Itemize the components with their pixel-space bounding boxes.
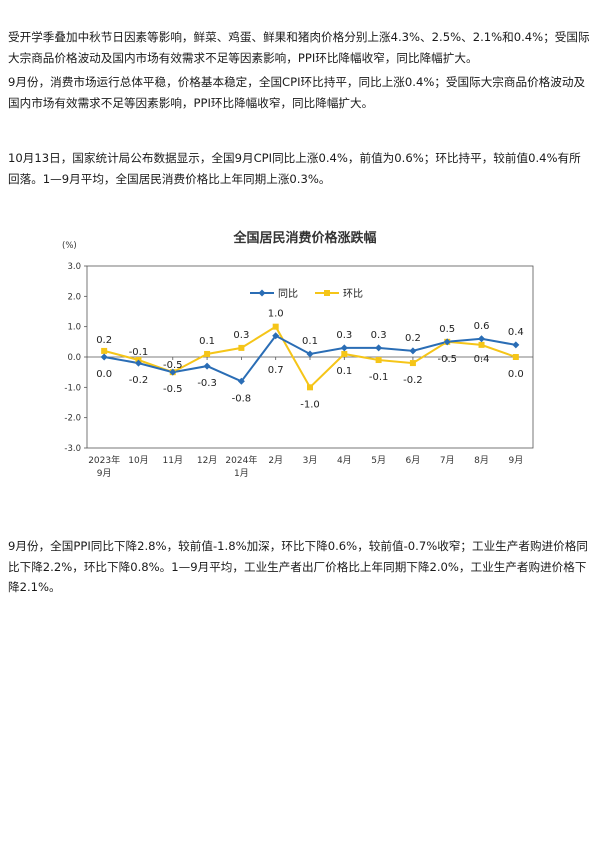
data-point-yoy [512, 341, 520, 349]
data-label-mom: 0.1 [336, 366, 352, 377]
cpi-line-chart: 全国居民消费价格涨跌幅 (%) 3.0 2.0 1.0 0.0 -1.0 -2.0 -3.0… [62, 230, 534, 479]
x-tick-label: 5月 [371, 455, 386, 466]
data-label-mom: 0.3 [233, 330, 249, 341]
chart-title: 全国居民消费价格涨跌幅 [232, 230, 376, 246]
y-axis-unit-label: (%) [62, 241, 77, 251]
data-label-mom: -1.0 [300, 399, 320, 410]
x-tick-label: 10月 [128, 455, 148, 466]
data-label-yoy: 0.4 [508, 327, 524, 338]
x-tick-label: 8月 [474, 455, 489, 466]
data-label-yoy: -0.5 [163, 384, 183, 395]
data-label-yoy: 0.3 [336, 330, 352, 341]
y-tick-label: -3.0 [64, 444, 81, 454]
data-point-mom [375, 357, 382, 364]
data-point-yoy [306, 350, 314, 358]
x-tick-label: 7月 [440, 455, 455, 466]
data-label-yoy: 0.7 [268, 365, 284, 376]
data-point-mom [341, 350, 348, 357]
y-tick-label: 2.0 [67, 292, 81, 302]
data-label-yoy: -0.3 [197, 378, 217, 389]
x-tick-label: 12月 [197, 455, 217, 466]
y-tick-label: 3.0 [67, 262, 81, 272]
legend-item-mom: 环比 [315, 288, 363, 300]
data-point-mom [512, 354, 519, 360]
y-tick-label: 0.0 [67, 353, 81, 363]
data-point-mom [101, 347, 108, 354]
legend-label: 环比 [343, 288, 363, 300]
paragraph-cpi-summary: 9月份，消费市场运行总体平稳，价格基本稳定，全国CPI环比持平，同比上涨0.4%… [8, 75, 586, 110]
legend-item-yoy: 同比 [250, 288, 298, 300]
data-label-mom: -0.2 [403, 375, 423, 386]
data-point-yoy [272, 332, 280, 340]
x-tick-label: 2月 [268, 455, 283, 466]
data-label-mom: 0.0 [508, 369, 524, 380]
y-tick-label: -2.0 [64, 414, 81, 424]
paragraph-ppi: 9月份，全国PPI同比下降2.8%，较前值-1.8%加深，环比下降0.6%，较前… [8, 539, 588, 594]
data-point-mom [238, 344, 245, 351]
data-label-mom: 0.1 [199, 336, 215, 347]
paragraph-intro: 受开学季叠加中秋节日因素等影响，鲜菜、鸡蛋、鲜果和猪肉价格分别上涨4.3%、2.… [8, 30, 590, 65]
data-label-yoy: -0.2 [129, 375, 149, 386]
data-label-mom: -0.5 [437, 354, 457, 365]
data-label-yoy: -0.8 [232, 393, 252, 404]
data-point-mom [307, 384, 313, 391]
data-label-mom: 0.2 [96, 335, 112, 346]
data-point-yoy [100, 353, 108, 361]
data-label-yoy: 0.1 [302, 336, 318, 347]
data-point-yoy [203, 362, 211, 370]
data-point-yoy [169, 368, 177, 376]
data-point-yoy [375, 344, 383, 352]
x-tick-label: 11月 [163, 455, 183, 466]
data-point-mom [272, 323, 279, 330]
y-tick-label: 1.0 [67, 323, 81, 333]
x-tick-label: 4月 [337, 455, 352, 466]
data-label-yoy: 0.3 [371, 330, 387, 341]
data-label-yoy: 0.0 [96, 369, 112, 380]
data-point-mom [409, 360, 416, 367]
data-point-yoy [478, 335, 486, 343]
data-point-mom [478, 341, 485, 348]
x-tick-label: 9月 [508, 455, 523, 466]
legend-marker [258, 289, 266, 297]
data-point-yoy [409, 347, 417, 355]
y-tick-label: -1.0 [64, 383, 81, 393]
legend-label: 同比 [278, 288, 298, 300]
paragraph-cpi-release: 10月13日，国家统计局公布数据显示，全国9月CPI同比上涨0.4%，前值为0.… [8, 151, 581, 186]
x-tick-label: 6月 [406, 455, 421, 466]
data-label-mom: -0.1 [369, 372, 389, 383]
data-point-yoy [134, 359, 142, 367]
x-tick-label: 3月 [303, 455, 318, 466]
legend-marker [324, 290, 330, 296]
data-label-mom: 1.0 [268, 309, 284, 320]
data-point-yoy [443, 338, 451, 346]
data-label-mom: -0.5 [163, 360, 183, 371]
x-tick-label: 2024年 1月 [225, 454, 257, 479]
data-label-yoy: 0.6 [474, 321, 490, 332]
data-label-mom: 0.4 [474, 354, 490, 365]
data-point-mom [204, 350, 211, 357]
data-label-yoy: 0.5 [439, 324, 455, 335]
x-tick-label: 2023年 9月 [88, 454, 120, 479]
data-label-mom: -0.1 [129, 347, 149, 358]
data-label-yoy: 0.2 [405, 333, 421, 344]
data-point-yoy [340, 344, 348, 352]
data-point-yoy [237, 377, 245, 385]
